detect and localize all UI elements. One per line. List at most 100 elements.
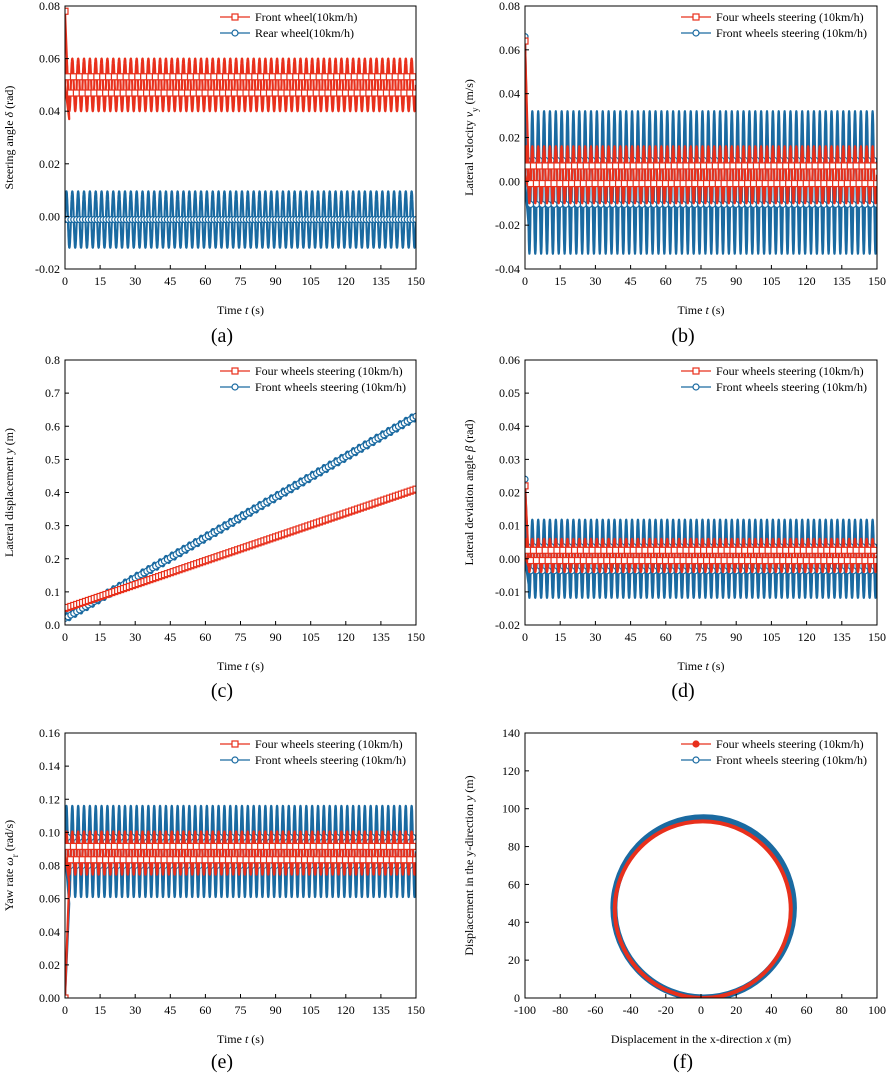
series-marker <box>673 179 681 188</box>
series-marker <box>201 89 209 97</box>
series-marker <box>371 89 379 97</box>
x-tick-label: 80 <box>836 1003 848 1017</box>
series-path <box>525 479 877 599</box>
series-marker <box>846 546 854 554</box>
y-tick-label: 0.8 <box>45 353 60 367</box>
series-marker <box>761 179 769 188</box>
series-marker <box>726 556 734 565</box>
x-tick-label: 135 <box>372 274 390 288</box>
y-axis-label: Yaw rate ωr (rad/s) <box>2 820 20 911</box>
series-marker <box>309 73 317 81</box>
series-marker <box>670 162 678 170</box>
y-tick-label: 0.5 <box>45 452 60 466</box>
series-marker <box>705 162 714 170</box>
series-marker <box>776 546 784 554</box>
series-marker <box>623 162 631 170</box>
series-marker <box>570 546 579 554</box>
series-marker <box>697 556 705 565</box>
chart-e: 0 15 30 45 60 75 90 105 120 135 150 0.00 0.02 0.04 0.0… <box>2 726 425 1073</box>
x-tick-label: 20 <box>730 1003 742 1017</box>
series-marker <box>66 856 75 864</box>
series-marker <box>140 842 148 851</box>
series-marker <box>744 179 752 188</box>
series-marker <box>529 546 538 554</box>
y-axis-label: Steering angle δ (rad) <box>2 86 16 190</box>
series-marker <box>556 556 564 565</box>
series-marker <box>705 546 714 554</box>
series-marker <box>104 73 113 81</box>
x-tick-label: 60 <box>199 1003 211 1017</box>
x-tick-label: 90 <box>730 630 742 644</box>
series-marker <box>770 162 778 170</box>
chart-c: 0 15 30 45 60 75 90 105 120 135 150 0.0 0.1 0.2 0.3 0.4… <box>2 353 425 702</box>
series-marker <box>702 556 711 565</box>
series-marker <box>805 162 813 170</box>
series-marker <box>210 842 218 851</box>
panel-label: (d) <box>671 680 694 702</box>
legend-marker <box>692 29 700 37</box>
y-tick-label: 120 <box>502 764 520 778</box>
x-tick-label: -60 <box>587 1003 603 1017</box>
x-tick-label: 135 <box>833 630 851 644</box>
x-tick-label: 120 <box>337 274 355 288</box>
series-marker <box>166 856 174 864</box>
y-tick-label: 0.08 <box>39 0 60 13</box>
series-marker <box>140 73 148 81</box>
series-marker <box>84 856 92 864</box>
x-tick-label: -20 <box>658 1003 674 1017</box>
series-marker <box>849 179 857 188</box>
series-marker <box>374 842 382 851</box>
series-marker <box>525 37 529 45</box>
series-marker <box>741 162 749 170</box>
y-tick-label: 0.7 <box>45 386 60 400</box>
series-marker <box>292 73 300 81</box>
series-marker <box>154 856 162 864</box>
series-marker <box>65 842 72 851</box>
series-marker <box>729 546 737 554</box>
series-marker <box>714 179 722 188</box>
series-marker <box>861 179 869 188</box>
series-marker <box>570 162 579 170</box>
y-axis-label: Displacement in the y-direction y (m) <box>462 775 476 955</box>
x-tick-label: 105 <box>302 1003 320 1017</box>
series-marker <box>653 162 661 170</box>
chart-f: -100 -80 -60 -40 -20 0 20 40 60 80 100 0 20 40 60 80 100… <box>462 726 886 1073</box>
series-marker <box>333 842 341 851</box>
series-marker <box>248 856 256 864</box>
series-marker <box>711 546 719 554</box>
series-marker <box>289 856 297 864</box>
series-marker <box>192 842 200 851</box>
series-marker <box>262 73 271 81</box>
series-marker <box>870 162 877 170</box>
series-marker <box>201 856 209 864</box>
series-marker <box>544 556 552 565</box>
series-marker <box>312 89 320 97</box>
x-axis-label: Time t (s) <box>217 303 264 317</box>
series-marker <box>644 179 652 188</box>
plot-area-c <box>65 412 416 622</box>
series-marker <box>673 556 681 565</box>
series-marker <box>588 162 596 170</box>
x-tick-label: 45 <box>164 274 176 288</box>
series-marker <box>647 162 655 170</box>
series-marker <box>181 842 189 851</box>
series-marker <box>341 856 350 864</box>
x-tick-label: 90 <box>270 1003 282 1017</box>
series-marker <box>717 546 725 554</box>
series-marker <box>90 856 98 864</box>
y-tick-label: 40 <box>508 915 520 929</box>
series-marker <box>213 89 221 97</box>
series-marker <box>344 842 353 851</box>
series-marker <box>691 179 699 188</box>
series-marker <box>612 546 620 554</box>
series-marker <box>525 546 532 554</box>
series-marker <box>626 179 634 188</box>
x-tick-label: 0 <box>62 274 68 288</box>
x-tick-label: 30 <box>589 274 601 288</box>
series-marker <box>210 73 218 81</box>
series-marker <box>341 89 350 97</box>
series-marker <box>251 842 259 851</box>
series-marker <box>658 546 667 554</box>
x-tick-label: 150 <box>407 1003 425 1017</box>
y-tick-label: 0.12 <box>39 792 60 806</box>
